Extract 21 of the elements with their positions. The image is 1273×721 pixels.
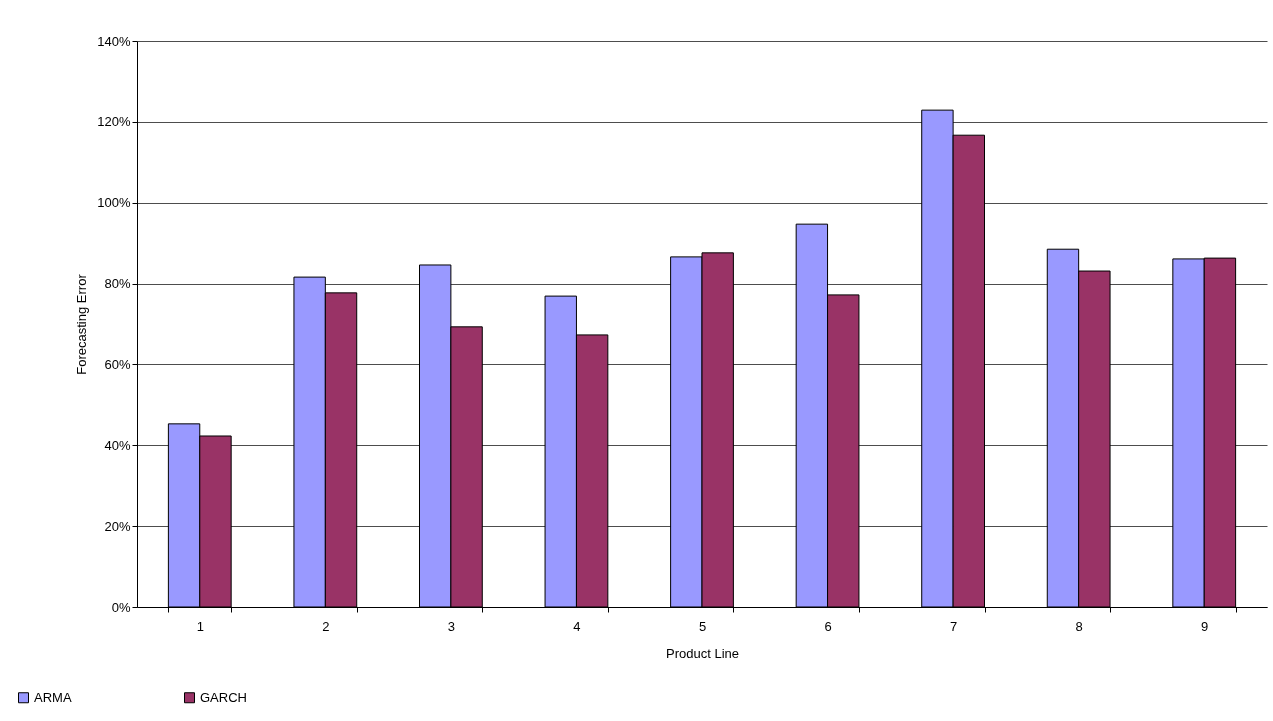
x-tick-label: 1: [196, 618, 204, 634]
y-tick-label: 120%: [97, 114, 131, 130]
x-tick-label: 9: [1201, 618, 1209, 634]
x-tick-label: 5: [698, 618, 707, 634]
y-tick-label: 100%: [97, 195, 131, 211]
y-tick-label: 60%: [104, 356, 131, 372]
x-tick-label: 3: [447, 618, 456, 634]
legend-label: ARMA: [34, 689, 72, 705]
y-tick-label: 20%: [104, 518, 131, 534]
y-tick-label: 0%: [111, 599, 131, 615]
x-tick-label: 7: [949, 618, 958, 634]
y-tick-label: 80%: [104, 276, 131, 292]
y-axis-title: Forecasting Error: [74, 273, 90, 375]
x-tick-label: 8: [1075, 618, 1083, 634]
x-tick-label: 6: [824, 618, 832, 634]
legend-label: GARCH: [200, 689, 247, 705]
x-axis-title: Product Line: [666, 645, 739, 661]
x-tick-label: 4: [573, 618, 581, 634]
x-tick-label: 2: [322, 618, 330, 634]
y-tick-label: 40%: [104, 437, 131, 453]
y-tick-label: 140%: [97, 33, 131, 49]
